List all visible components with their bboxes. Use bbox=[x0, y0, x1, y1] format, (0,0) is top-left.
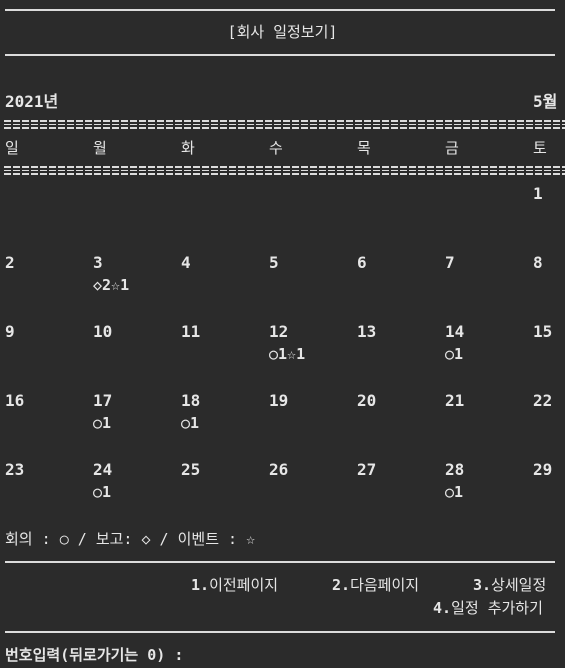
day-cell: 17 ○1 bbox=[93, 390, 173, 434]
legend-divider bbox=[5, 561, 555, 563]
day-number: 19 bbox=[269, 391, 289, 410]
day-number: 27 bbox=[357, 460, 377, 479]
year-label: 2021년 bbox=[5, 92, 59, 111]
weekday-double-rule bbox=[4, 166, 565, 175]
day-events: ○1 bbox=[93, 414, 112, 432]
day-number: 13 bbox=[357, 322, 377, 341]
day-cell: 18 ○1 bbox=[181, 390, 261, 434]
day-cell: 26 bbox=[269, 459, 349, 481]
day-cell: 4 bbox=[181, 252, 261, 274]
weekday-label: 금 bbox=[445, 139, 459, 157]
day-cell: 22 bbox=[533, 390, 565, 412]
menu-item-next-page[interactable]: 2.다음페이지 bbox=[332, 574, 419, 596]
day-cell: 2 bbox=[5, 252, 85, 274]
day-number: 6 bbox=[357, 253, 367, 272]
day-number: 18 bbox=[181, 391, 201, 410]
day-number: 21 bbox=[445, 391, 465, 410]
day-cell: 5 bbox=[269, 252, 349, 274]
day-cell: 25 bbox=[181, 459, 261, 481]
menu-item-prev-page[interactable]: 1.이전페이지 bbox=[191, 574, 278, 596]
header-double-rule bbox=[4, 120, 565, 129]
menu-item-number: 3. bbox=[473, 576, 492, 594]
day-number: 11 bbox=[181, 322, 201, 341]
day-number: 22 bbox=[533, 391, 553, 410]
menu-divider bbox=[5, 631, 555, 633]
menu-item-label: 일정 추가하기 bbox=[451, 599, 543, 617]
weekday-label: 월 bbox=[93, 139, 107, 157]
day-number: 29 bbox=[533, 460, 553, 479]
menu-item-detail[interactable]: 3.상세일정 bbox=[473, 574, 546, 596]
day-number: 7 bbox=[445, 253, 455, 272]
day-cell: 24 ○1 bbox=[93, 459, 173, 503]
day-cell: 14 ○1 bbox=[445, 321, 525, 365]
day-cell: 8 bbox=[533, 252, 565, 274]
day-cell: 28 ○1 bbox=[445, 459, 525, 503]
page-title: [회사 일정보기] bbox=[227, 23, 338, 41]
day-cell: 23 bbox=[5, 459, 85, 481]
day-events: ○1 bbox=[445, 345, 464, 363]
weekday-label: 일 bbox=[5, 139, 19, 157]
title-divider bbox=[5, 54, 555, 56]
weekday-label: 토 bbox=[533, 139, 547, 157]
day-number: 4 bbox=[181, 253, 191, 272]
day-cell: 1 bbox=[533, 183, 565, 205]
day-events: ○1 bbox=[181, 414, 200, 432]
day-number: 25 bbox=[181, 460, 201, 479]
weekday-label: 화 bbox=[181, 139, 195, 157]
day-cell: 11 bbox=[181, 321, 261, 343]
day-number: 10 bbox=[93, 322, 113, 341]
day-number: 15 bbox=[533, 322, 553, 341]
day-number: 23 bbox=[5, 460, 25, 479]
menu-item-add-schedule[interactable]: 4.일정 추가하기 bbox=[433, 597, 543, 619]
menu-item-label: 이전페이지 bbox=[209, 576, 279, 594]
day-number: 14 bbox=[445, 322, 465, 341]
day-cell: 10 bbox=[93, 321, 173, 343]
day-number: 1 bbox=[533, 184, 543, 203]
day-number: 3 bbox=[93, 253, 103, 272]
day-cell: 27 bbox=[357, 459, 437, 481]
day-number: 12 bbox=[269, 322, 289, 341]
day-cell: 15 bbox=[533, 321, 565, 343]
day-number: 17 bbox=[93, 391, 113, 410]
day-events: ○1☆1 bbox=[269, 345, 306, 363]
day-number: 20 bbox=[357, 391, 377, 410]
day-cell: 3 ◇2☆1 bbox=[93, 252, 173, 296]
day-number: 5 bbox=[269, 253, 279, 272]
day-number: 26 bbox=[269, 460, 289, 479]
month-label: 5월 bbox=[533, 92, 558, 111]
day-cell: 29 bbox=[533, 459, 565, 481]
day-events: ○1 bbox=[445, 483, 464, 501]
menu-item-number: 1. bbox=[191, 576, 210, 594]
day-cell: 7 bbox=[445, 252, 525, 274]
top-divider bbox=[5, 9, 555, 11]
day-number: 2 bbox=[5, 253, 15, 272]
weekday-label: 목 bbox=[357, 139, 371, 157]
day-number: 16 bbox=[5, 391, 25, 410]
day-cell: 13 bbox=[357, 321, 437, 343]
weekday-label: 수 bbox=[269, 139, 283, 157]
day-number: 9 bbox=[5, 322, 15, 341]
input-prompt[interactable]: 번호입력(뒤로가기는 0) : bbox=[5, 646, 184, 664]
day-cell: 6 bbox=[357, 252, 437, 274]
menu-item-label: 상세일정 bbox=[491, 576, 547, 594]
day-number: 24 bbox=[93, 460, 113, 479]
day-number: 8 bbox=[533, 253, 543, 272]
legend-text: 회의 : ○ / 보고: ◇ / 이벤트 : ☆ bbox=[5, 530, 256, 548]
day-events: ○1 bbox=[93, 483, 112, 501]
day-cell: 19 bbox=[269, 390, 349, 412]
day-cell: 16 bbox=[5, 390, 85, 412]
day-cell: 20 bbox=[357, 390, 437, 412]
day-cell: 21 bbox=[445, 390, 525, 412]
menu-item-number: 2. bbox=[332, 576, 351, 594]
day-number: 28 bbox=[445, 460, 465, 479]
menu-item-label: 다음페이지 bbox=[350, 576, 420, 594]
day-cell: 9 bbox=[5, 321, 85, 343]
menu-item-number: 4. bbox=[433, 599, 452, 617]
day-events: ◇2☆1 bbox=[93, 276, 130, 294]
day-cell: 12 ○1☆1 bbox=[269, 321, 349, 365]
